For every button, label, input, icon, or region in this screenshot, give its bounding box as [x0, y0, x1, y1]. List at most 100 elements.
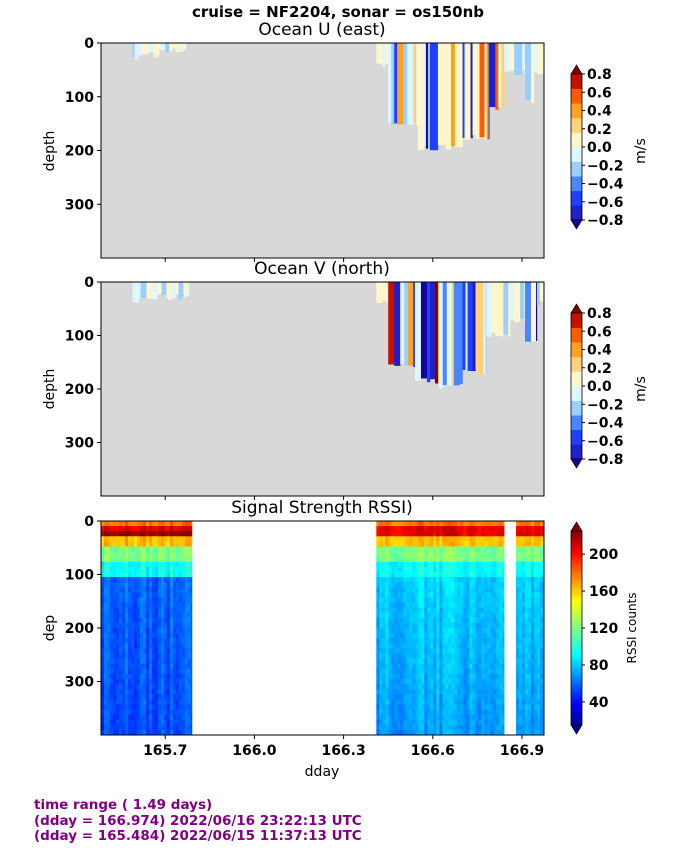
rssi-cell [475, 531, 479, 537]
rssi-cell [376, 541, 380, 547]
rssi-cell [107, 653, 111, 659]
rssi-cell [146, 592, 150, 598]
rssi-cell [191, 648, 193, 654]
rssi-cell [128, 689, 132, 695]
rssi-cell [457, 571, 461, 578]
rssi-cell [179, 704, 183, 710]
rssi-cell [481, 648, 485, 654]
rssi-cell [502, 643, 505, 649]
rssi-cell [122, 628, 126, 634]
rssi-cell [412, 653, 416, 659]
rssi-cell [439, 704, 443, 710]
rssi-cell [421, 709, 425, 716]
rssi-cell [134, 521, 138, 527]
rssi-cell [137, 612, 141, 619]
rssi-cell [493, 673, 497, 680]
velocity-cell [530, 282, 537, 342]
rssi-cell [113, 602, 117, 609]
rssi-cell [472, 663, 476, 670]
x-ticks-ocean-v [164, 496, 523, 500]
rssi-cell [454, 628, 458, 634]
rssi-cell [433, 678, 437, 685]
rssi-cell [394, 638, 398, 644]
rssi-cell [406, 566, 410, 573]
rssi-cell [140, 521, 144, 527]
rssi-cell [421, 714, 425, 721]
rssi-cell [499, 663, 503, 670]
rssi-cell [170, 622, 174, 629]
rssi-cell [522, 597, 526, 603]
rssi-cell [525, 648, 529, 654]
rssi-cell [457, 521, 461, 527]
rssi-cell [424, 597, 428, 603]
rssi-cell [481, 602, 485, 609]
rssi-cell [418, 638, 422, 644]
rssi-cell [403, 587, 407, 593]
rssi-cell [522, 531, 526, 537]
rssi-cell [143, 643, 147, 649]
rssi-cell [113, 729, 117, 736]
rssi-cell [537, 587, 541, 593]
rssi-cell [170, 704, 174, 710]
rssi-cell [499, 709, 503, 716]
velocity-cell [183, 282, 186, 298]
rssi-cell [534, 694, 538, 700]
velocity-cell [438, 282, 444, 389]
rssi-cell [528, 694, 532, 700]
rssi-cell [448, 729, 452, 736]
rssi-cell [445, 673, 449, 680]
rssi-cell [173, 699, 177, 705]
rssi-cell [152, 684, 156, 690]
rssi-cell [531, 668, 535, 675]
rssi-cell [161, 521, 165, 527]
rssi-cell [191, 678, 193, 685]
rssi-cell [400, 582, 404, 588]
rssi-cell [534, 719, 538, 726]
rssi-cell [445, 628, 449, 634]
rssi-cell [403, 546, 407, 552]
rssi-cell [379, 653, 383, 659]
rssi-cell [427, 668, 431, 675]
rssi-cell [424, 546, 428, 552]
rssi-cell [170, 719, 174, 726]
rssi-cell [418, 699, 422, 705]
rssi-cell [522, 536, 526, 542]
rssi-cell [516, 658, 520, 665]
rssi-cell [376, 556, 380, 563]
rssi-cell [403, 709, 407, 716]
rssi-cell [430, 719, 434, 726]
rssi-cell [475, 541, 479, 547]
rssi-cell [170, 658, 174, 665]
rssi-cell [493, 566, 497, 573]
rssi-cell [182, 719, 186, 726]
velocity-cell [450, 43, 456, 147]
rssi-cell [496, 597, 500, 603]
rssi-cell [188, 592, 192, 598]
rssi-cell [119, 668, 123, 675]
rssi-cell [158, 684, 162, 690]
rssi-cell [113, 694, 117, 700]
x-axis-label-rssi: dday [305, 764, 340, 780]
rssi-cell [185, 628, 189, 634]
rssi-cell [454, 526, 458, 532]
rssi-cell [152, 689, 156, 695]
rssi-cell [475, 638, 479, 644]
colorbar-level [571, 386, 582, 401]
rssi-cell [522, 612, 526, 619]
rssi-cell [415, 536, 419, 542]
rssi-cell [131, 597, 135, 603]
rssi-cell [442, 714, 446, 721]
rssi-cell [376, 546, 380, 552]
rssi-cell [101, 561, 105, 568]
y-tick-label: 300 [65, 436, 94, 452]
rssi-cell [418, 668, 422, 675]
rssi-cell [182, 643, 186, 649]
rssi-cell [116, 689, 120, 695]
rssi-cell [397, 643, 401, 649]
rssi-cell [502, 617, 505, 624]
rssi-cell [173, 628, 177, 634]
rssi-cell [528, 709, 532, 716]
rssi-cell [170, 561, 174, 568]
rssi-cell [119, 704, 123, 710]
rssi-cell [104, 536, 108, 542]
